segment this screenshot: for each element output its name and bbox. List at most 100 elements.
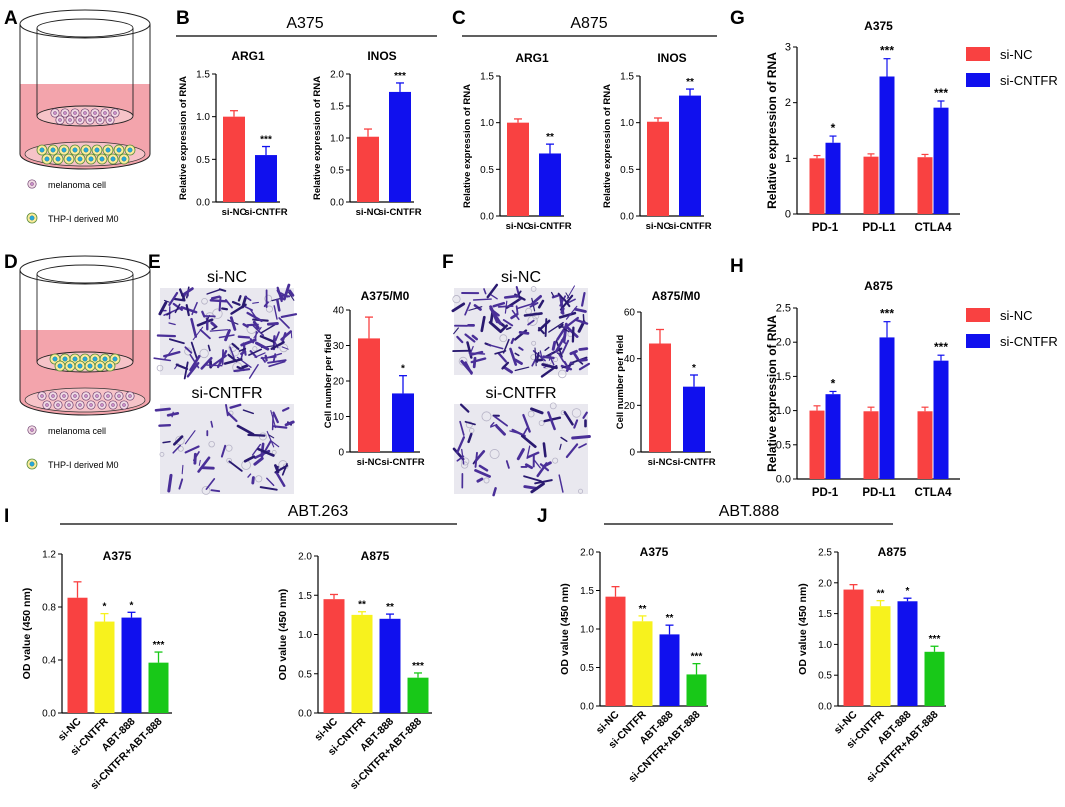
chart-title: A875 xyxy=(864,279,893,293)
stained-cell xyxy=(523,475,542,483)
melanoma-nucleus xyxy=(78,403,82,407)
stained-cell xyxy=(471,334,479,341)
stained-cell xyxy=(231,300,241,306)
melanoma-nucleus xyxy=(111,403,115,407)
stained-cell xyxy=(266,322,279,326)
stained-cell xyxy=(464,420,476,426)
membrane-pore xyxy=(527,315,538,326)
stained-cell xyxy=(209,329,229,332)
stained-cell xyxy=(225,403,229,417)
chart-b2: INOS Relative expression of RNA 0.0 0.5 1.0 1… xyxy=(312,49,422,218)
stained-cell xyxy=(522,413,531,433)
bar-si-cntfr-abt-888 xyxy=(686,674,707,706)
stained-cell xyxy=(254,352,266,358)
y-tick-label: 1.5 xyxy=(298,591,312,602)
membrane-pore xyxy=(549,402,557,410)
significance-mark: * xyxy=(692,363,696,374)
well-bottom xyxy=(19,153,151,170)
melanoma-nucleus xyxy=(30,428,34,432)
stained-cell xyxy=(158,301,168,316)
stained-cell xyxy=(249,350,258,359)
group-title: A875 xyxy=(570,15,607,32)
stained-cell xyxy=(231,342,240,350)
membrane-pore xyxy=(571,408,582,418)
chart-title: A375 xyxy=(864,19,893,33)
y-tick-label: 20 xyxy=(333,377,345,388)
stained-cell xyxy=(544,346,550,351)
stained-cell xyxy=(524,463,533,470)
stained-cell xyxy=(201,310,206,318)
m0-nucleus xyxy=(50,147,56,153)
stained-cell xyxy=(505,460,510,469)
panel-letter-i: I xyxy=(4,506,9,527)
insert-rim xyxy=(36,264,134,284)
membrane-pore xyxy=(226,457,232,464)
y-axis-label: OD value (450 nm) xyxy=(21,588,33,680)
stained-cell xyxy=(288,289,295,297)
stained-cell xyxy=(533,459,541,469)
m0-nucleus xyxy=(116,147,122,153)
y-tick-label: 0.5 xyxy=(776,439,791,451)
bar-si-cntfr xyxy=(94,621,115,713)
bar-si-cntfr xyxy=(933,360,949,479)
m0-nucleus xyxy=(83,147,89,153)
m0-nucleus xyxy=(102,356,108,362)
stained-cell xyxy=(268,360,286,368)
stained-cell xyxy=(223,358,243,365)
legend-label: si-CNTFR xyxy=(1000,73,1058,88)
stained-cell xyxy=(497,305,514,308)
x-tick-label: si-CNTFR xyxy=(528,221,571,232)
y-axis-label: OD value (450 nm) xyxy=(277,589,289,681)
stained-cell xyxy=(162,440,171,444)
significance-mark: * xyxy=(831,376,836,390)
m0-nucleus xyxy=(92,356,98,362)
stained-cell xyxy=(488,320,503,334)
significance-mark: ** xyxy=(686,77,694,88)
significance-mark: ** xyxy=(639,604,647,615)
stained-cell xyxy=(537,319,551,332)
stained-cell xyxy=(253,326,262,339)
bar-si-cntfr xyxy=(825,394,841,479)
well-rim xyxy=(19,9,151,39)
stained-cell xyxy=(489,293,498,300)
stained-cell xyxy=(230,303,247,315)
membrane-pore xyxy=(159,451,165,457)
stained-cell xyxy=(548,321,564,333)
stained-cell xyxy=(542,442,547,458)
y-tick-label: 0.5 xyxy=(330,166,344,177)
y-tick-label: 0.5 xyxy=(818,671,832,682)
stained-cell xyxy=(280,292,289,298)
y-tick-label: 1.0 xyxy=(298,630,312,641)
y-tick-label: 0 xyxy=(785,209,791,221)
melanoma-nucleus xyxy=(73,111,77,115)
m0-nucleus xyxy=(88,156,94,162)
stained-cell xyxy=(542,355,555,360)
y-tick-label: 2.5 xyxy=(776,303,791,315)
stained-cell xyxy=(218,288,227,292)
bar-si-cntfr xyxy=(539,153,561,216)
chart-title: ARG1 xyxy=(515,51,549,65)
group-title: ABT.888 xyxy=(719,503,780,520)
stained-cell xyxy=(531,294,542,305)
y-axis-label: Relative expression of RNA xyxy=(312,76,323,200)
stained-cell xyxy=(207,344,211,352)
stained-cell xyxy=(502,319,514,327)
membrane-pore xyxy=(489,449,500,460)
bar-si-cntfr xyxy=(683,386,705,452)
stained-cell xyxy=(220,444,227,458)
y-tick-label: 2.0 xyxy=(776,337,791,349)
stained-cell xyxy=(229,403,242,409)
x-tick-label: si-CNTFR xyxy=(668,221,711,232)
melanoma-nucleus xyxy=(78,118,82,122)
stained-cell xyxy=(211,325,218,331)
x-tick-label: PD-1 xyxy=(812,487,839,499)
panel-letter-c: C xyxy=(452,8,466,29)
stained-cell xyxy=(181,287,194,297)
chart-title: A375 xyxy=(640,545,669,559)
stained-cell xyxy=(156,334,177,338)
stained-cell xyxy=(480,315,486,333)
stained-cell xyxy=(260,355,277,360)
stained-cell xyxy=(284,420,295,427)
m0-nucleus xyxy=(29,461,35,467)
significance-mark: *** xyxy=(934,86,948,100)
